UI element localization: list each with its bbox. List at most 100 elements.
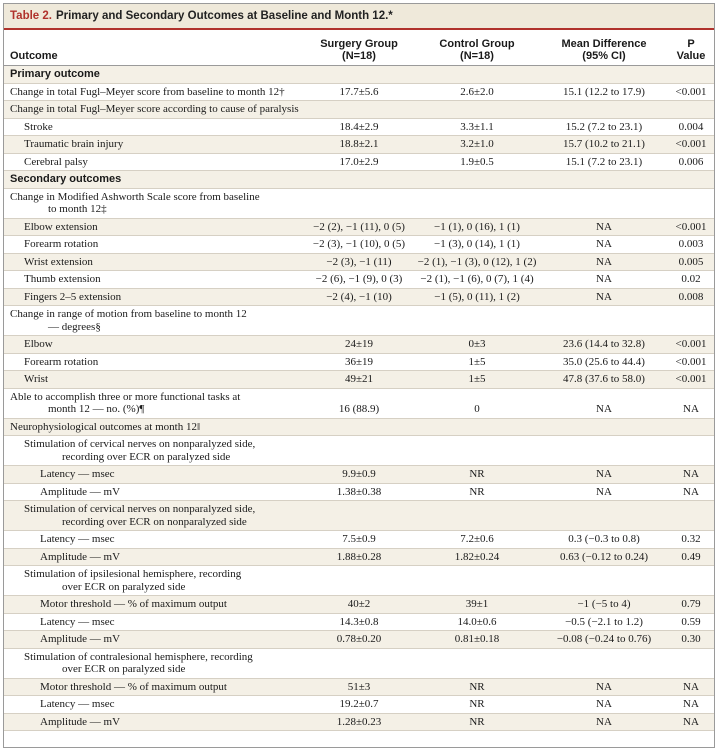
p-value — [668, 648, 714, 679]
table-row: Stimulation of cervical nerves on nonpar… — [4, 500, 714, 531]
row-label-line1: Able to accomplish three or more functio… — [10, 390, 241, 403]
mean-difference-value: 15.1 (7.2 to 23.1) — [540, 153, 668, 171]
row-label: Able to accomplish three or more functio… — [4, 388, 304, 419]
mean-difference-value: NA — [540, 388, 668, 419]
row-label-line2: over ECR on paralyzed side — [62, 580, 186, 593]
mean-difference-value: NA — [540, 235, 668, 254]
row-label-line2: recording over ECR on nonparalyzed side — [62, 515, 247, 528]
control-value: −1 (3), 0 (14), 1 (1) — [414, 235, 540, 254]
table-row: Change in total Fugl–Meyer score accordi… — [4, 100, 714, 119]
mean-difference-value — [540, 648, 668, 679]
surgery-value: 9.9±0.9 — [304, 465, 414, 484]
surgery-value: 40±2 — [304, 595, 414, 614]
p-value — [668, 418, 714, 436]
p-value: <0.001 — [668, 353, 714, 371]
row-label-line2: — degrees§ — [48, 320, 101, 333]
row-label: Cerebral palsy — [4, 153, 304, 171]
surgery-value: 1.28±0.23 — [304, 713, 414, 731]
table-title: Primary and Secondary Outcomes at Baseli… — [55, 10, 393, 22]
row-label: Amplitude — mV — [4, 630, 304, 649]
row-label: Stimulation of ipsilesional hemisphere, … — [4, 565, 304, 596]
p-value: <0.001 — [668, 370, 714, 389]
mean-difference-value: 0.3 (−0.3 to 0.8) — [540, 530, 668, 549]
mean-difference-value — [540, 435, 668, 466]
mean-difference-value: NA — [540, 713, 668, 731]
table-title-bar: Table 2. Primary and Secondary Outcomes … — [4, 4, 714, 30]
surgery-value: −2 (6), −1 (9), 0 (3) — [304, 270, 414, 289]
row-label-line2: month 12 — no. (%)¶ — [48, 403, 145, 415]
p-value: 0.004 — [668, 118, 714, 136]
p-value: 0.006 — [668, 153, 714, 171]
row-label-line1: Change in range of motion from baseline … — [10, 308, 247, 320]
p-value: 0.79 — [668, 595, 714, 614]
header-p-value: P Value — [668, 30, 714, 66]
mean-difference-value: 23.6 (14.4 to 32.8) — [540, 335, 668, 354]
control-value: 1±5 — [414, 353, 540, 371]
surgery-value — [304, 418, 414, 436]
row-label: Motor threshold — % of maximum output — [4, 678, 304, 696]
row-label-line2: over ECR on paralyzed side — [62, 663, 186, 675]
mean-difference-value: NA — [540, 270, 668, 289]
row-label-line1: Stimulation of contralesional hemisphere… — [24, 650, 253, 663]
row-label-line1: Stimulation of cervical nerves on nonpar… — [24, 503, 256, 515]
outcomes-table: Outcome Surgery Group (N=18) Control Grou… — [4, 30, 714, 731]
control-value: −2 (1), −1 (3), 0 (12), 1 (2) — [414, 253, 540, 271]
table-row: Cerebral palsy 17.0±2.9 1.9±0.5 15.1 (7.2 t… — [4, 153, 714, 171]
mean-difference-value — [540, 305, 668, 336]
control-value: 3.2±1.0 — [414, 135, 540, 154]
control-value: 1.82±0.24 — [414, 548, 540, 566]
table-row: Elbow extension −2 (2), −1 (11), 0 (5) −1 … — [4, 218, 714, 236]
surgery-value: 18.8±2.1 — [304, 135, 414, 154]
mean-difference-value: 15.1 (12.2 to 17.9) — [540, 83, 668, 101]
p-value: NA — [668, 483, 714, 501]
surgery-value: 1.38±0.38 — [304, 483, 414, 501]
row-label-line2: to month 12‡ — [48, 203, 107, 215]
row-label: Amplitude — mV — [4, 713, 304, 731]
p-value: NA — [668, 678, 714, 696]
table-row: Stimulation of contralesional hemisphere… — [4, 648, 714, 679]
surgery-value: −2 (2), −1 (11), 0 (5) — [304, 218, 414, 236]
row-label-line1: Change in Modified Ashworth Scale score … — [10, 190, 260, 203]
surgery-value: 19.2±0.7 — [304, 695, 414, 714]
control-value: NR — [414, 678, 540, 696]
surgery-value: 0.78±0.20 — [304, 630, 414, 649]
surgery-value: 1.88±0.28 — [304, 548, 414, 566]
row-label: Elbow — [4, 335, 304, 354]
p-value: <0.001 — [668, 83, 714, 101]
control-value: 3.3±1.1 — [414, 118, 540, 136]
table-row: Amplitude — mV 0.78±0.20 0.81±0.18 −0.08 (−… — [4, 630, 714, 649]
surgery-value: 18.4±2.9 — [304, 118, 414, 136]
control-value: NR — [414, 695, 540, 714]
surgery-value — [304, 500, 414, 531]
control-value: −1 (5), 0 (11), 1 (2) — [414, 288, 540, 306]
table-row: Forearm rotation 36±19 1±5 35.0 (25.6 to 44… — [4, 353, 714, 371]
surgery-value: −2 (3), −1 (10), 0 (5) — [304, 235, 414, 254]
row-label: Stroke — [4, 118, 304, 136]
table-frame: Table 2. Primary and Secondary Outcomes … — [3, 3, 715, 748]
table-row: Thumb extension −2 (6), −1 (9), 0 (3) −2 (… — [4, 270, 714, 289]
control-value: 14.0±0.6 — [414, 613, 540, 631]
section-label: Secondary outcomes — [4, 170, 714, 189]
mean-difference-value: −0.5 (−2.1 to 1.2) — [540, 613, 668, 631]
mean-difference-value: 35.0 (25.6 to 44.4) — [540, 353, 668, 371]
row-label: Fingers 2–5 extension — [4, 288, 304, 306]
surgery-value — [304, 100, 414, 119]
header-outcome: Outcome — [4, 30, 304, 66]
p-value: NA — [668, 465, 714, 484]
surgery-value: −2 (3), −1 (11) — [304, 253, 414, 271]
mean-difference-value — [540, 188, 668, 219]
row-label: Amplitude — mV — [4, 483, 304, 501]
row-label: Change in total Fugl–Meyer score from ba… — [4, 83, 304, 101]
section-label: Primary outcome — [4, 65, 714, 84]
mean-difference-value: NA — [540, 218, 668, 236]
control-value: 7.2±0.6 — [414, 530, 540, 549]
p-value: <0.001 — [668, 335, 714, 354]
control-value — [414, 565, 540, 596]
control-value: 0.81±0.18 — [414, 630, 540, 649]
surgery-value: 24±19 — [304, 335, 414, 354]
p-value — [668, 305, 714, 336]
table-row: Neurophysiological outcomes at month 12‖ — [4, 418, 714, 436]
mean-difference-value: −0.08 (−0.24 to 0.76) — [540, 630, 668, 649]
surgery-value: −2 (4), −1 (10) — [304, 288, 414, 306]
mean-difference-value — [540, 565, 668, 596]
